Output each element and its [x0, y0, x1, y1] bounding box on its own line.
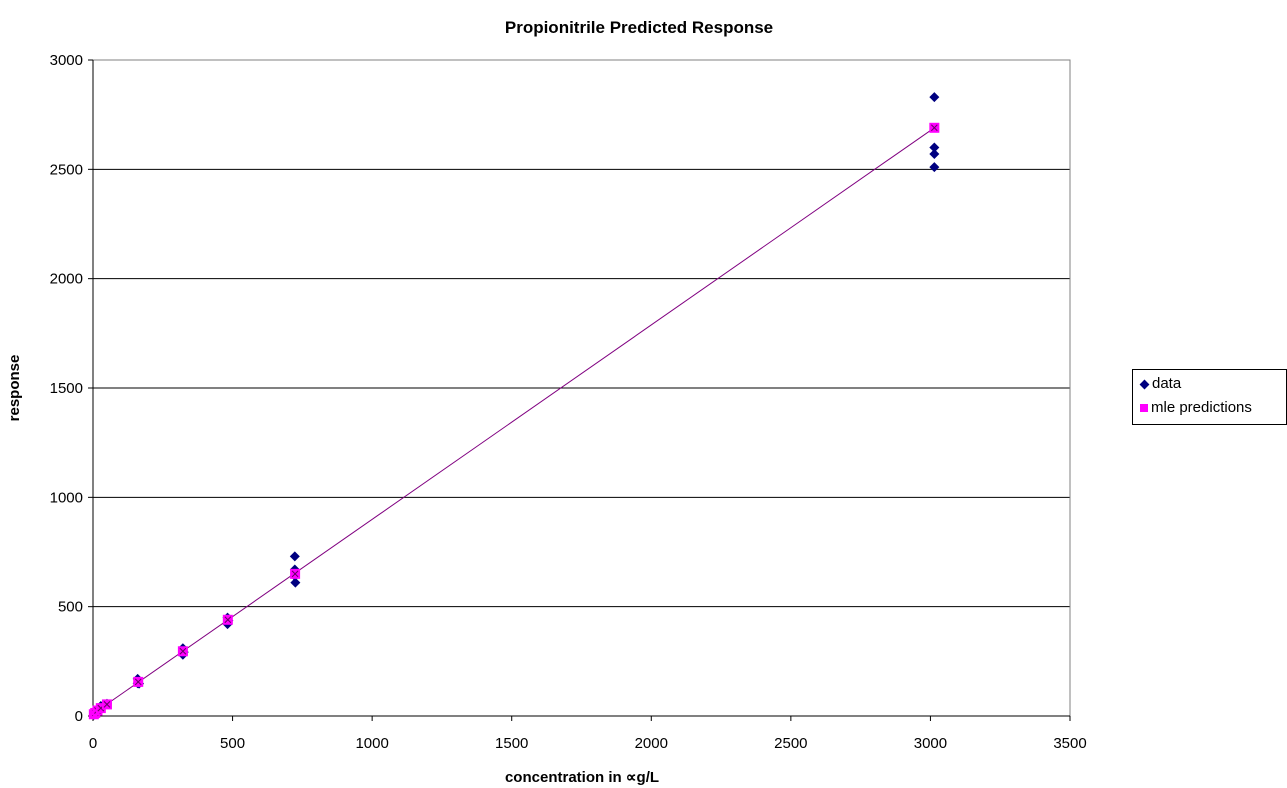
prediction-point-cross — [103, 701, 111, 708]
x-tick-label: 500 — [220, 735, 245, 752]
prediction-point-cross — [134, 678, 142, 686]
x-tick-label: 3000 — [914, 735, 947, 752]
diamond-marker-icon — [1139, 379, 1150, 389]
x-tick-label: 2000 — [635, 735, 668, 752]
x-tick-label: 2500 — [774, 735, 807, 752]
prediction-point-cross — [179, 647, 187, 655]
legend: data mle predictions — [1132, 369, 1287, 425]
x-tick-label: 0 — [89, 735, 97, 752]
prediction-point-cross — [291, 570, 299, 578]
legend-label-data: data — [1152, 375, 1182, 392]
x-axis-title: concentration in ∝g/L — [505, 769, 659, 786]
y-tick-label: 2500 — [50, 161, 83, 178]
plot-area — [92, 59, 1071, 717]
chart-title: Propionitrile Predicted Response — [505, 18, 773, 37]
data-point — [929, 142, 940, 153]
y-tick-label: 1500 — [50, 380, 83, 397]
x-tick-label: 3500 — [1053, 735, 1086, 752]
data-point — [929, 149, 940, 160]
data-point — [290, 577, 301, 588]
legend-item-mle-predictions: mle predictions — [1139, 399, 1252, 416]
data-point — [929, 92, 940, 103]
y-tick-label: 0 — [75, 708, 83, 725]
series-data — [88, 92, 940, 720]
prediction-point-cross — [930, 124, 938, 132]
fit-line-layer — [92, 127, 935, 715]
y-tick-label: 2000 — [50, 271, 83, 288]
y-axis-title: response — [6, 355, 23, 422]
y-tick-label: 3000 — [50, 52, 83, 69]
x-tick-label: 1500 — [495, 735, 528, 752]
legend-label-mle-predictions: mle predictions — [1151, 399, 1252, 416]
fit-line — [92, 127, 935, 715]
points-layer — [88, 92, 940, 720]
series-mle-predictions — [88, 122, 940, 720]
y-axis: 0 500 1000 1500 2000 2500 3000 — [50, 52, 93, 725]
prediction-point-cross — [224, 616, 232, 624]
data-point — [289, 551, 300, 562]
x-tick-label: 1000 — [355, 735, 388, 752]
y-tick-label: 500 — [58, 599, 83, 616]
square-marker-icon — [1140, 404, 1148, 413]
legend-item-data: data — [1139, 375, 1181, 392]
y-tick-label: 1000 — [50, 489, 83, 506]
x-axis: 0 500 1000 1500 2000 2500 3000 3500 — [89, 716, 1087, 752]
data-point — [929, 162, 940, 173]
